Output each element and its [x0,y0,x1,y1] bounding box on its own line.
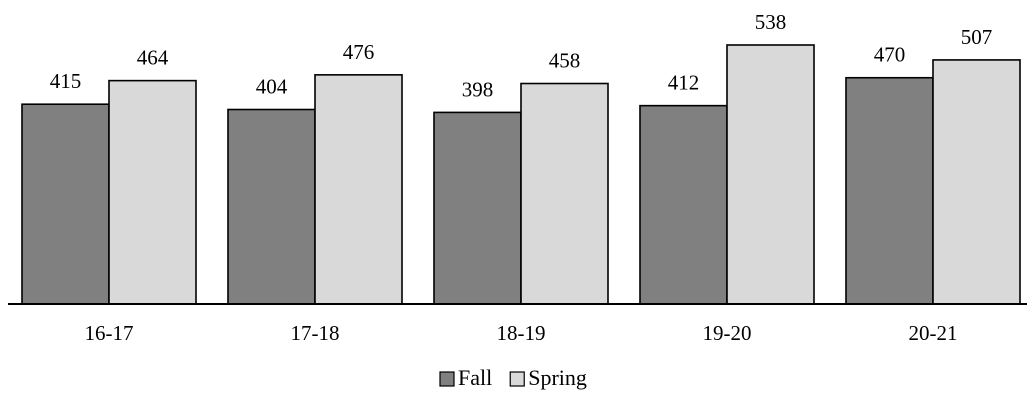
value-labels-group: 415 464 404 476 398 458 412 538 470 507 [50,10,993,101]
value-label-fall-18-19: 398 [462,77,494,101]
value-label-fall-16-17: 415 [50,69,82,93]
value-label-spring-19-20: 538 [755,10,787,34]
category-label-20-21: 20-21 [909,321,958,345]
legend-label-spring: Spring [528,365,587,390]
legend-swatch-spring [509,371,525,387]
category-label-19-20: 19-20 [703,321,752,345]
bar-fall-20-21 [845,76,934,305]
bar-spring-16-17 [108,79,197,305]
bar-fall-16-17 [21,103,110,305]
value-label-spring-16-17: 464 [137,46,169,70]
bars-group [21,44,1021,305]
bar-fall-19-20 [639,104,728,305]
value-label-spring-17-18: 476 [343,40,375,64]
value-label-spring-20-21: 507 [961,25,993,49]
legend-swatch-fall [439,371,455,387]
category-label-18-19: 18-19 [497,321,546,345]
bar-spring-18-19 [520,82,609,305]
legend: Fall Spring [439,365,587,390]
value-label-spring-18-19: 458 [549,49,581,73]
bar-spring-17-18 [314,74,403,305]
value-label-fall-19-20: 412 [668,71,700,95]
category-label-16-17: 16-17 [85,321,134,345]
bar-fall-18-19 [433,111,522,305]
bar-fall-17-18 [227,108,316,305]
legend-label-fall: Fall [458,365,492,390]
category-labels-group: 16-17 17-18 18-19 19-20 20-21 [85,321,958,345]
bar-spring-20-21 [932,59,1021,305]
category-label-17-18: 17-18 [291,321,340,345]
bar-spring-19-20 [726,44,815,305]
value-label-fall-17-18: 404 [256,75,288,99]
value-label-fall-20-21: 470 [874,43,906,67]
